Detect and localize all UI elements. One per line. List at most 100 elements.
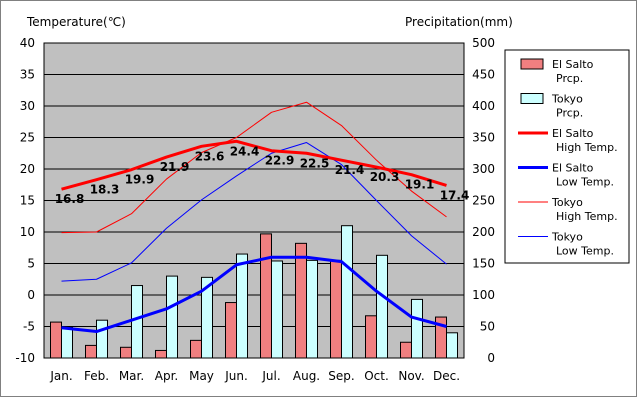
temperature-lines bbox=[61, 101, 447, 334]
right-tick-label: 0 bbox=[487, 351, 495, 365]
right-tick-label: 500 bbox=[472, 36, 495, 50]
legend-label-tokyo-prcp: Tokyo bbox=[551, 93, 583, 106]
data-label-oct: 20.3 bbox=[370, 170, 400, 184]
line-tokyo-high-temp bbox=[61, 101, 447, 234]
right-tick-label: 450 bbox=[472, 68, 495, 82]
left-tick-label: 40 bbox=[20, 36, 35, 50]
legend-sublabel-el-salto-low-temp: Low Temp. bbox=[556, 176, 614, 189]
bar-tokyo-prcp-mar bbox=[131, 285, 143, 359]
left-tick-label: 30 bbox=[20, 99, 35, 113]
right-tick-label: 50 bbox=[480, 320, 495, 334]
left-tick-label: 20 bbox=[20, 162, 35, 176]
right-tick-label: 300 bbox=[472, 162, 495, 176]
legend-swatch-tokyo-prcp bbox=[520, 93, 544, 104]
x-tick-label: Apr. bbox=[155, 369, 178, 383]
left-tick-label: 25 bbox=[20, 131, 35, 145]
bar-el-salto-prcp-aug bbox=[295, 242, 307, 359]
x-tick-label: Jan. bbox=[49, 369, 72, 383]
right-tick-label: 400 bbox=[472, 99, 495, 113]
bar-tokyo-prcp-sep bbox=[341, 225, 353, 359]
line-tokyo-low-temp bbox=[61, 142, 447, 282]
data-label-jul: 22.9 bbox=[265, 154, 295, 168]
bar-el-salto-prcp-sep bbox=[330, 259, 342, 359]
bar-tokyo-prcp-dec bbox=[446, 332, 458, 359]
left-tick-label: 35 bbox=[20, 68, 35, 82]
left-axis-title: Temperature(℃) bbox=[26, 15, 126, 29]
right-tick-label: 150 bbox=[472, 257, 495, 271]
bar-tokyo-prcp-jul bbox=[271, 260, 283, 359]
right-axis-title: Precipitation(mm) bbox=[405, 15, 513, 29]
bar-tokyo-prcp-jun bbox=[236, 253, 248, 359]
data-labels: 16.8 18.3 19.9 21.9 23.6 24.4 22.9 22.5 21.4 20.3… bbox=[55, 144, 470, 206]
x-tick-label: Nov. bbox=[398, 369, 424, 383]
x-tick-label: Oct. bbox=[364, 369, 389, 383]
left-tick-label: 10 bbox=[20, 225, 35, 239]
bar-el-salto-prcp-mar bbox=[120, 346, 132, 359]
left-tick-label: -10 bbox=[15, 351, 35, 365]
bar-tokyo-prcp-feb bbox=[96, 319, 108, 359]
legend-sublabel-el-salto-high-temp: High Temp. bbox=[556, 141, 618, 154]
x-tick-label: Jun. bbox=[224, 369, 248, 383]
bar-el-salto-prcp-apr bbox=[155, 349, 167, 359]
line-el-salto-high-temp bbox=[61, 139, 447, 191]
data-label-nov: 19.1 bbox=[405, 178, 435, 192]
data-label-apr: 21.9 bbox=[160, 160, 190, 174]
legend-sublabel-el-salto-prcp: Prcp. bbox=[556, 72, 583, 85]
data-label-feb: 18.3 bbox=[90, 183, 120, 197]
right-tick-label: 250 bbox=[472, 194, 495, 208]
left-tick-label: 5 bbox=[27, 257, 35, 271]
legend-sublabel-tokyo-high-temp: High Temp. bbox=[556, 210, 618, 223]
legend-label-tokyo-high-temp: Tokyo bbox=[551, 196, 583, 209]
legend-sublabel-tokyo-prcp: Prcp. bbox=[556, 107, 583, 120]
bar-el-salto-prcp-may bbox=[190, 339, 202, 359]
bar-tokyo-prcp-may bbox=[201, 276, 213, 359]
left-axis-ticks: 40 35 30 25 20 15 10 5 0 -5 -10 bbox=[15, 36, 35, 365]
line-el-salto-low-temp bbox=[61, 255, 447, 334]
bar-tokyo-prcp-oct bbox=[376, 254, 388, 359]
legend-label-tokyo-low-temp: Tokyo bbox=[551, 231, 583, 244]
bar-el-salto-prcp-jul bbox=[260, 233, 272, 359]
precipitation-bars bbox=[50, 225, 458, 359]
x-tick-label: May bbox=[189, 369, 214, 383]
legend-box bbox=[504, 49, 630, 264]
bar-el-salto-prcp-jun bbox=[225, 302, 237, 359]
right-tick-label: 200 bbox=[472, 225, 495, 239]
bar-tokyo-prcp-nov bbox=[411, 298, 423, 359]
x-tick-label: Mar. bbox=[119, 369, 144, 383]
data-label-may: 23.6 bbox=[195, 149, 225, 163]
x-axis-ticks: Jan. Feb. Mar. Apr. May Jun. Jul. Aug. Sep. Oct. N… bbox=[49, 369, 460, 383]
data-label-sep: 21.4 bbox=[335, 163, 365, 177]
left-tick-label: 15 bbox=[20, 194, 35, 208]
bar-el-salto-prcp-nov bbox=[400, 341, 412, 359]
x-tick-label: Sep. bbox=[328, 369, 354, 383]
legend-sublabel-tokyo-low-temp: Low Temp. bbox=[556, 245, 614, 258]
legend-label-el-salto-high-temp: El Salto bbox=[552, 127, 594, 140]
x-tick-label: Jul. bbox=[261, 369, 280, 383]
x-tick-label: Feb. bbox=[84, 369, 109, 383]
left-tick-label: -5 bbox=[23, 320, 35, 334]
legend-label-el-salto-prcp: El Salto bbox=[552, 58, 594, 71]
data-label-mar: 19.9 bbox=[125, 173, 155, 187]
bar-tokyo-prcp-apr bbox=[166, 275, 178, 359]
data-label-dec: 17.4 bbox=[440, 188, 470, 202]
bar-el-salto-prcp-feb bbox=[85, 344, 97, 359]
left-tick-label: 0 bbox=[27, 288, 35, 302]
right-tick-label: 100 bbox=[472, 288, 495, 302]
x-tick-label: Dec. bbox=[433, 369, 460, 383]
legend-label-el-salto-low-temp: El Salto bbox=[552, 162, 594, 175]
bar-el-salto-prcp-oct bbox=[365, 315, 377, 359]
data-label-jun: 24.4 bbox=[230, 144, 260, 158]
bar-tokyo-prcp-aug bbox=[306, 259, 318, 359]
grid-lines bbox=[44, 74, 464, 327]
data-label-jan: 16.8 bbox=[55, 192, 85, 206]
data-label-aug: 22.5 bbox=[300, 156, 330, 170]
bar-tokyo-prcp-jan bbox=[61, 326, 73, 359]
right-tick-label: 350 bbox=[472, 131, 495, 145]
bar-el-salto-prcp-jan bbox=[50, 321, 62, 359]
x-tick-label: Aug. bbox=[293, 369, 320, 383]
legend-swatch-el-salto-prcp bbox=[520, 58, 544, 70]
